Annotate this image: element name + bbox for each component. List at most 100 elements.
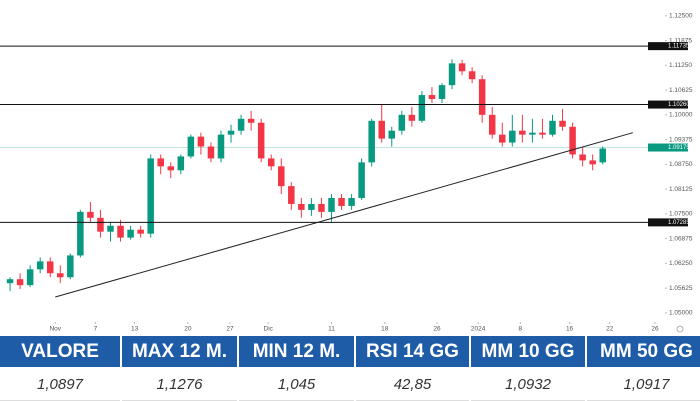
header-cell: VALORE (0, 336, 120, 367)
candle-body (57, 273, 64, 278)
candle-body (378, 120, 385, 139)
candle-body (549, 120, 556, 135)
candle-body (157, 158, 164, 167)
candle-body (599, 148, 606, 163)
candle-body (559, 120, 566, 127)
level-label-box (648, 100, 688, 109)
candle-body (207, 146, 215, 159)
candle-body (197, 136, 205, 147)
y-tick-label: 1.12500 (669, 13, 693, 20)
x-tick-label: 22 (606, 326, 614, 333)
candle-body (217, 134, 225, 159)
y-tick-label: 1.08750 (669, 161, 693, 168)
candle-body (388, 130, 396, 139)
candle-body (107, 225, 114, 232)
y-tick-label: 1.05625 (669, 285, 693, 292)
x-tick-label: 20 (184, 326, 192, 333)
candle-body (569, 126, 576, 155)
candle-body (127, 229, 134, 238)
x-tick-label: Nov (49, 326, 61, 333)
candle-body (187, 136, 195, 157)
candle-body (448, 63, 456, 86)
candle-body (247, 118, 255, 123)
level-label: 1.10260 (668, 102, 690, 108)
candle-body (177, 156, 185, 171)
last-price-label: 1.09175 (668, 145, 690, 151)
candle-body (237, 118, 245, 131)
candle-body (398, 114, 406, 131)
candle-body (117, 225, 124, 238)
level-label: 1.11735 (668, 44, 690, 50)
candle-body (438, 85, 446, 100)
x-tick-label: 13 (131, 326, 139, 333)
candle-body (87, 211, 94, 218)
candle-body (589, 160, 596, 165)
candle-body (298, 203, 305, 210)
candle-body (97, 217, 104, 232)
level-label-box (648, 218, 688, 227)
x-tick-label: 2024 (471, 326, 486, 333)
candle-body (338, 198, 345, 206)
candle-body (478, 79, 486, 115)
header-cell: MAX 12 M. (122, 336, 237, 367)
y-tick-label: 1.10000 (669, 112, 693, 119)
candle-body (529, 132, 536, 135)
candle-body (468, 71, 476, 80)
candle-body (488, 114, 496, 135)
candle-body (147, 158, 154, 234)
candle-body (36, 261, 44, 270)
candle-body (278, 166, 285, 187)
candle-body (167, 166, 175, 171)
candle-body (46, 261, 54, 274)
header-cell: RSI 14 GG (356, 336, 469, 367)
x-tick-label: 7 (94, 326, 98, 333)
candle-body (328, 198, 335, 212)
x-tick-label: 18 (381, 326, 389, 333)
candle-body (428, 95, 436, 100)
value-cell: 1,0897 (0, 369, 120, 401)
y-tick-label: 1.08125 (669, 186, 693, 193)
candle-body (267, 158, 275, 167)
chart: 1.05000 1.05625 1.06250 1.06875 1.07500 1.081… (0, 13, 693, 333)
value-cell: 1,0917 (587, 369, 700, 401)
candle-body (458, 63, 466, 72)
y-tick-label: 1.10625 (669, 87, 693, 94)
candle-body (227, 130, 235, 135)
candle-body (288, 186, 295, 204)
candle-body (519, 130, 526, 135)
y-tick-label: 1.05000 (669, 310, 693, 317)
y-tick-label: 1.06250 (669, 260, 693, 267)
x-tick-label: 27 (226, 326, 234, 333)
candle-body (408, 114, 416, 121)
x-tick-label: 8 (519, 326, 523, 333)
x-tick-label: 26 (651, 326, 659, 333)
last-price-box (648, 143, 688, 152)
candle-body (499, 134, 506, 143)
x-tick-label: 16 (566, 326, 574, 333)
candle-body (579, 154, 586, 161)
value-cell: 1,1276 (122, 369, 237, 401)
candle-body (509, 130, 516, 143)
candle-body (368, 120, 375, 163)
candle-body (16, 279, 24, 286)
candle-body (318, 203, 325, 212)
candle-body (77, 211, 84, 256)
settings-icon[interactable] (676, 325, 684, 333)
value-cell: 1,045 (239, 369, 354, 401)
candle-body (418, 95, 426, 121)
y-tick-label: 1.06875 (669, 235, 693, 242)
header-cell: MM 50 GG (587, 336, 700, 367)
y-tick-label: 1.11250 (669, 62, 692, 69)
candle-body (257, 122, 265, 159)
candle-body (26, 269, 34, 286)
y-tick-label: 1.07500 (669, 211, 693, 218)
candle-body (358, 162, 365, 199)
level-label-box (648, 42, 688, 51)
trendline (55, 132, 633, 298)
candle-body (308, 203, 315, 210)
x-tick-label: 11 (328, 326, 335, 333)
header-cell: MM 10 GG (471, 336, 585, 367)
candle-body (348, 198, 355, 206)
x-tick-label: Dic (264, 326, 274, 333)
